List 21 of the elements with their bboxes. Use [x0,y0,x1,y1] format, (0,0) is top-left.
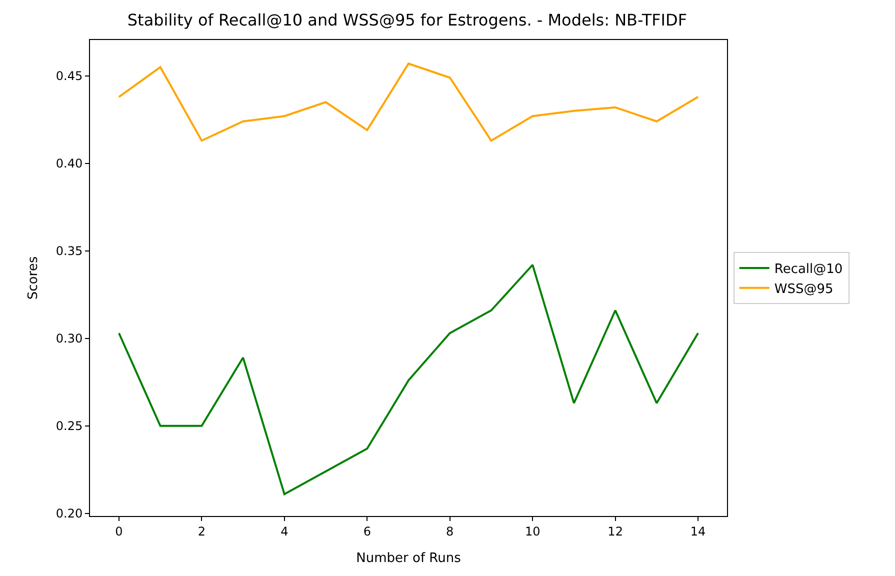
x-tick-label: 12 [608,524,623,538]
x-tick-label: 2 [198,524,206,538]
y-tick-label: 0.25 [56,419,83,434]
y-axis-title: Scores [26,256,41,300]
x-tick-label: 4 [280,524,288,538]
legend-label: Recall@10 [774,262,843,278]
x-tick-label: 10 [524,524,540,538]
y-tick-label: 0.40 [56,156,83,171]
legend-label: WSS@95 [774,282,834,297]
x-tick-label: 0 [115,524,123,538]
y-tick-label: 0.30 [56,332,83,346]
x-axis-title: Number of Runs [356,551,462,566]
y-tick-label: 0.20 [56,506,83,521]
y-tick-label: 0.35 [56,244,83,258]
chart-title: Stability of Recall@10 and WSS@95 for Estrogens. - Models: NB-TFIDF [127,10,688,30]
x-tick-label: 14 [690,524,706,538]
y-tick-label: 0.45 [56,69,83,84]
line-series [118,62,700,142]
x-tick-label: 6 [363,524,371,538]
line-series [118,264,700,496]
x-tick-label: 8 [446,524,454,538]
